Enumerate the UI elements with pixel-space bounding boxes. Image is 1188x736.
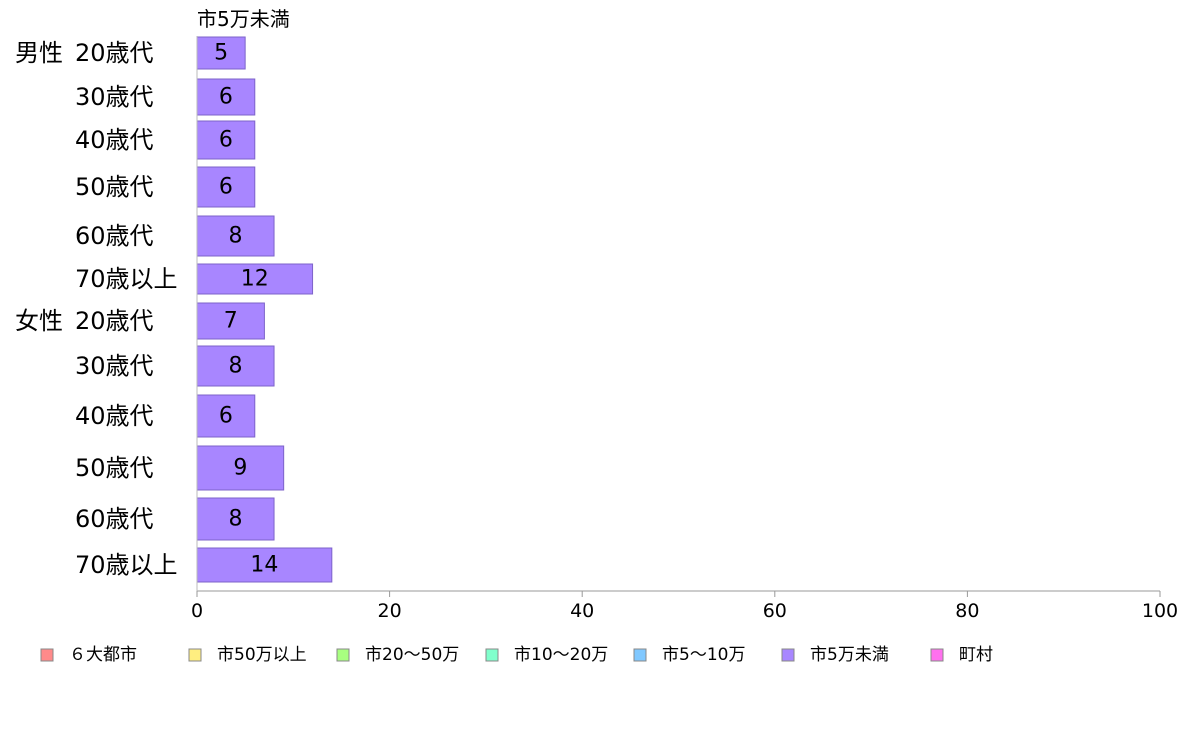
legend-swatch bbox=[633, 648, 647, 662]
bar-value-label: 8 bbox=[229, 507, 243, 532]
bar bbox=[196, 497, 275, 541]
legend-label: 市5～10万 bbox=[662, 645, 745, 665]
bar-value-label: 6 bbox=[219, 128, 233, 153]
legend: ６大都市 市50万以上 市20～50万 市10～20万 市5～10万 市5万未満 町村 bbox=[40, 645, 993, 665]
category-label: 70歳以上 bbox=[75, 551, 178, 579]
category-label: 60歳代 bbox=[75, 505, 154, 533]
legend-swatch bbox=[40, 648, 54, 662]
category-label: 70歳以上 bbox=[75, 265, 178, 293]
group-label: 男性 bbox=[15, 39, 63, 67]
bars-layer: 5 6 6 6 8 127 8 6 9 8 14 bbox=[196, 36, 333, 583]
bar bbox=[196, 120, 256, 160]
bar-value-label: 12 bbox=[241, 267, 269, 292]
category-label: 40歳代 bbox=[75, 126, 154, 154]
bar-value-label: 6 bbox=[219, 85, 233, 110]
category-label: 20歳代 bbox=[75, 39, 154, 67]
x-tick-label: 100 bbox=[1142, 600, 1178, 622]
bar bbox=[196, 445, 285, 491]
bar-value-label: 6 bbox=[219, 175, 233, 200]
legend-swatch bbox=[485, 648, 499, 662]
legend-swatch bbox=[781, 648, 795, 662]
bar bbox=[196, 78, 256, 116]
bar-value-label: 8 bbox=[229, 354, 243, 379]
x-axis: 0 20 40 60 80 100 bbox=[191, 36, 1178, 622]
bar bbox=[196, 302, 265, 340]
series-header: 市5万未満 bbox=[197, 7, 290, 31]
legend-swatch bbox=[930, 648, 944, 662]
category-label: 50歳代 bbox=[75, 454, 154, 482]
legend-label: 市50万以上 bbox=[217, 645, 307, 665]
bar-value-label: 8 bbox=[229, 224, 243, 249]
legend-label: 市20～50万 bbox=[365, 645, 459, 665]
legend-label: 市10～20万 bbox=[514, 645, 608, 665]
legend-swatch bbox=[188, 648, 202, 662]
legend-swatch bbox=[336, 648, 350, 662]
bar-value-label: 5 bbox=[214, 41, 228, 66]
legend-label: 町村 bbox=[959, 645, 993, 665]
x-tick-label: 0 bbox=[191, 600, 203, 622]
legend-label: 市5万未満 bbox=[810, 645, 889, 665]
bar-value-label: 9 bbox=[233, 456, 247, 481]
group-label: 女性 bbox=[15, 307, 63, 335]
bar-value-label: 14 bbox=[250, 553, 278, 578]
x-tick-label: 60 bbox=[763, 600, 787, 622]
bar bbox=[196, 547, 333, 583]
x-tick-label: 40 bbox=[570, 600, 594, 622]
bar bbox=[196, 166, 256, 208]
x-tick-label: 20 bbox=[378, 600, 402, 622]
bar-value-label: 7 bbox=[224, 309, 238, 334]
x-tick-label: 80 bbox=[955, 600, 979, 622]
category-label: 40歳代 bbox=[75, 402, 154, 430]
category-label: 20歳代 bbox=[75, 307, 154, 335]
legend-label: ６大都市 bbox=[69, 645, 137, 665]
category-label: 60歳代 bbox=[75, 222, 154, 250]
category-label: 30歳代 bbox=[75, 83, 154, 111]
chart-header: 市5万未満 bbox=[197, 7, 290, 31]
bar-value-label: 6 bbox=[219, 404, 233, 429]
bar bbox=[196, 215, 275, 257]
category-label: 30歳代 bbox=[75, 352, 154, 380]
category-label: 50歳代 bbox=[75, 173, 154, 201]
